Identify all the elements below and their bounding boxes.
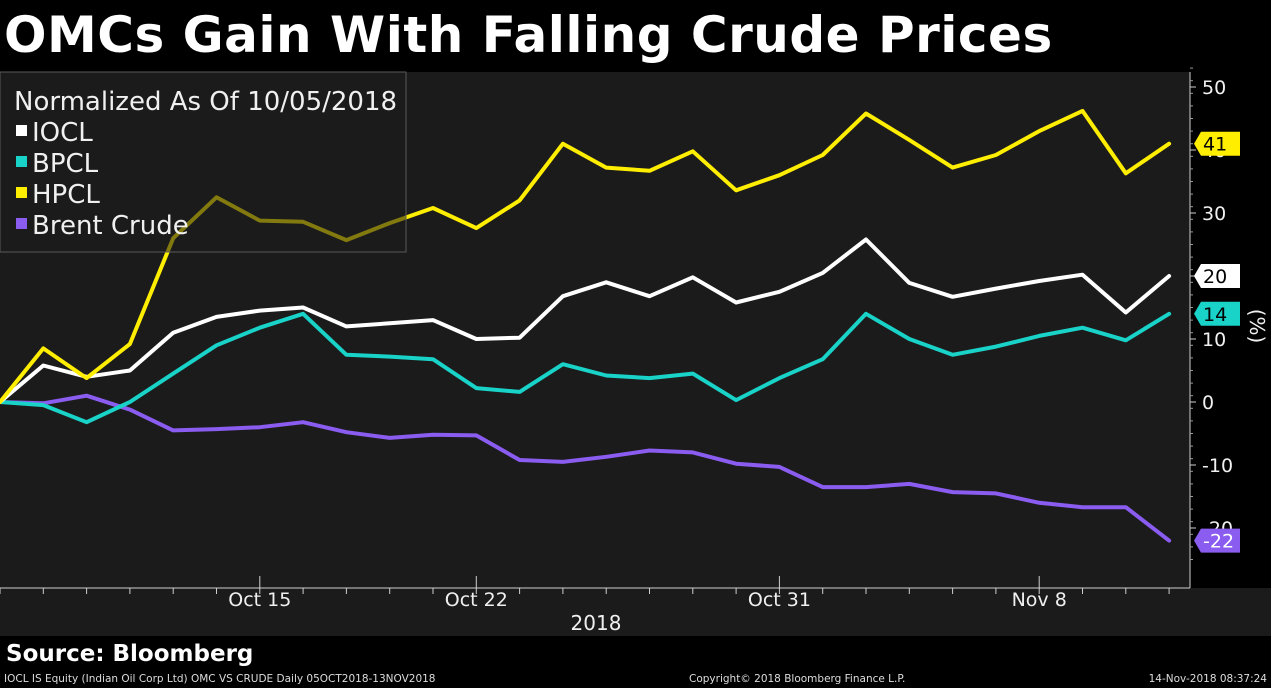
footer-bar: IOCL IS Equity (Indian Oil Corp Ltd) OMC… bbox=[0, 670, 1271, 688]
y-tick-label: 50 bbox=[1202, 77, 1226, 99]
end-value-tag bbox=[1194, 301, 1240, 326]
legend-swatch bbox=[16, 218, 27, 229]
x-tick-label: Oct 22 bbox=[445, 589, 508, 611]
y-tick-label: 30 bbox=[1202, 203, 1226, 225]
footer-timestamp: 14-Nov-2018 08:37:24 bbox=[1148, 673, 1267, 685]
x-tick-label: Oct 15 bbox=[228, 589, 291, 611]
legend-swatch bbox=[16, 125, 27, 136]
x-tick-label: Nov 8 bbox=[1012, 589, 1067, 611]
source-label: Source: Bloomberg bbox=[6, 641, 254, 667]
footer-security-info: IOCL IS Equity (Indian Oil Corp Ltd) OMC… bbox=[4, 673, 436, 685]
end-value-label: -22 bbox=[1203, 531, 1234, 553]
x-axis-label: 2018 bbox=[571, 611, 622, 635]
end-value-label: 14 bbox=[1203, 304, 1227, 326]
end-value-label: 20 bbox=[1203, 266, 1227, 288]
y-tick-label: 10 bbox=[1202, 329, 1226, 351]
y-tick-label: 0 bbox=[1202, 392, 1214, 414]
footer-copyright: Copyright© 2018 Bloomberg Finance L.P. bbox=[689, 673, 906, 685]
series-line-iocl bbox=[0, 237, 1172, 404]
legend-title: Normalized As Of 10/05/2018 bbox=[14, 87, 397, 117]
y-tick-label: -10 bbox=[1202, 455, 1233, 477]
end-value-tag bbox=[1194, 264, 1240, 288]
legend-label: BPCL bbox=[32, 149, 99, 179]
legend-swatch bbox=[16, 187, 27, 198]
y-axis-band bbox=[1190, 72, 1271, 588]
end-value-tag bbox=[1194, 131, 1240, 156]
x-axis-ticks: Oct 15 Oct 22 Oct 31 Nov 8 bbox=[0, 576, 1170, 611]
legend-label: IOCL bbox=[32, 118, 93, 148]
legend: Normalized As Of 10/05/2018 IOCLBPCLHPCL… bbox=[0, 71, 407, 253]
y-axis-label: (%) bbox=[1245, 309, 1269, 344]
series-line-brent-crude bbox=[0, 393, 1172, 543]
end-value-tag bbox=[1194, 528, 1240, 553]
end-value-label: 41 bbox=[1203, 134, 1227, 156]
legend-label: HPCL bbox=[32, 180, 100, 210]
chart-title: OMCs Gain With Falling Crude Prices bbox=[4, 6, 1053, 64]
y-axis-ticks: 50403020100-10-20 bbox=[1190, 67, 1233, 560]
legend-label: Brent Crude bbox=[32, 211, 189, 241]
x-tick-label: Oct 31 bbox=[748, 589, 811, 611]
legend-swatch bbox=[16, 156, 27, 167]
x-axis-band bbox=[0, 588, 1271, 636]
legend-box bbox=[0, 71, 407, 253]
end-value-labels: 20 14 41 -22 bbox=[1194, 131, 1240, 553]
series-line-bpcl bbox=[0, 311, 1172, 425]
